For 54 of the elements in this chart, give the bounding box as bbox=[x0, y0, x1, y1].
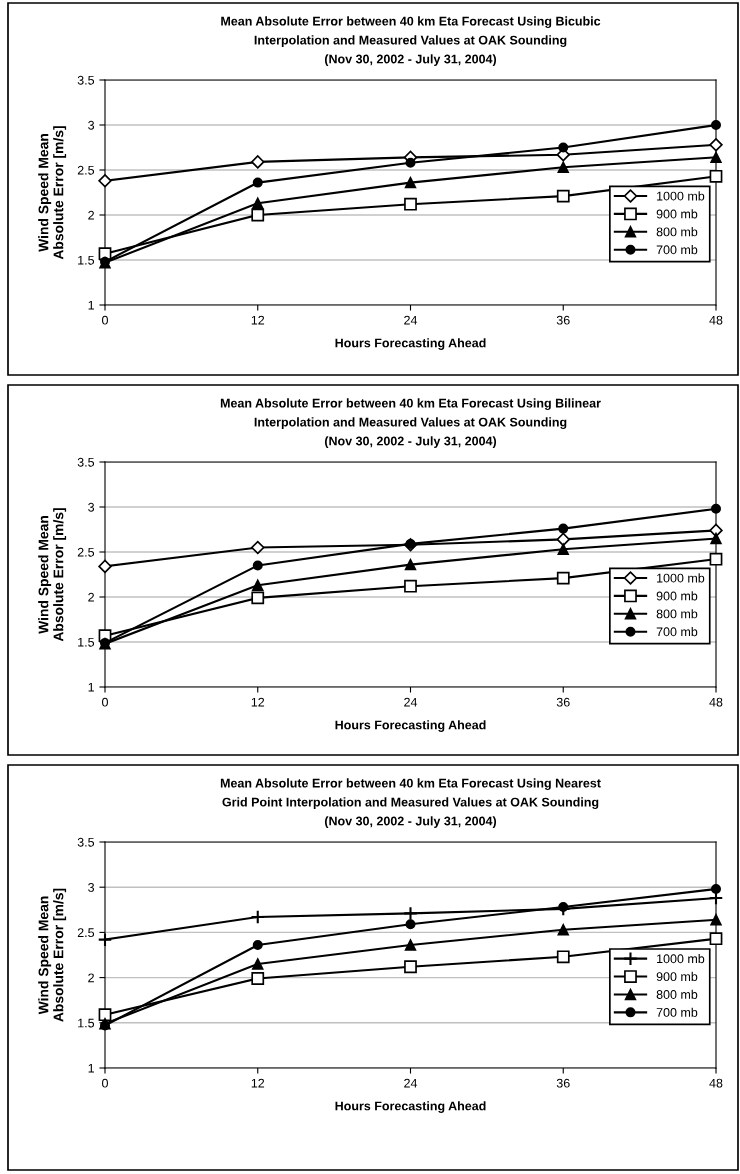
y-tick-label: 2.5 bbox=[77, 928, 95, 938]
x-tick-label: 12 bbox=[251, 315, 265, 325]
legend-label: 1000 mb bbox=[657, 573, 705, 583]
x-axis-title: Hours Forecasting Ahead bbox=[335, 720, 486, 732]
legend-label: 700 mb bbox=[656, 245, 698, 255]
y-tick-label: 2 bbox=[88, 973, 94, 983]
legend-label: 900 mb bbox=[656, 971, 698, 982]
legend-label: 800 mb bbox=[656, 227, 698, 237]
x-axis-title: Hours Forecasting Ahead bbox=[335, 1101, 486, 1113]
x-tick-label: 24 bbox=[404, 315, 418, 325]
y-tick-label: 3 bbox=[88, 502, 95, 512]
x-tick-label: 0 bbox=[102, 315, 108, 325]
x-tick-label: 12 bbox=[251, 1078, 265, 1088]
y-tick-label: 3.5 bbox=[77, 457, 95, 467]
x-tick-label: 48 bbox=[709, 1078, 723, 1088]
y-tick-label: 1 bbox=[88, 300, 94, 310]
y-tick-label: 1 bbox=[88, 682, 94, 692]
legend-label: 900 mb bbox=[656, 591, 698, 601]
legend-label: 700 mb bbox=[656, 627, 698, 637]
chart-title: Mean Absolute Error between 40 km Eta Forecast Using Nearest Grid Point Interpolation and Measured Values at OAK Sounding (Nov 30, 2002 - July 31, 2004) bbox=[220, 778, 601, 828]
legend-label: 900 mb bbox=[656, 209, 698, 219]
chart-title: Mean Absolute Error between 40 km Eta Forecast Using Bicubic Interpolation and Measured Values at OAK Sounding (Nov 30, 2002 - July 31, 2004) bbox=[221, 16, 601, 66]
x-tick-label: 12 bbox=[251, 697, 265, 707]
x-tick-label: 48 bbox=[709, 315, 723, 325]
y-tick-label: 3.5 bbox=[77, 837, 95, 847]
x-tick-label: 36 bbox=[556, 697, 570, 707]
y-tick-label: 1.5 bbox=[78, 1018, 95, 1028]
chart-title: Mean Absolute Error between 40 km Eta Forecast Using Bilinear Interpolation and Measured Values at OAK Sounding (Nov 30, 2002 - July 31, 2004) bbox=[220, 398, 601, 448]
x-tick-label: 36 bbox=[556, 315, 570, 325]
y-axis-title: Wind Speed Mean Absolute Error [m/s] bbox=[38, 888, 67, 1022]
legend-label: 1000 mb bbox=[657, 953, 705, 964]
x-tick-label: 36 bbox=[556, 1078, 570, 1088]
y-tick-label: 2.5 bbox=[77, 547, 95, 557]
legend-label: 800 mb bbox=[656, 609, 698, 619]
y-axis-title: Wind Speed Mean Absolute Error [m/s] bbox=[38, 508, 67, 642]
x-tick-label: 0 bbox=[102, 1078, 108, 1088]
y-tick-label: 2 bbox=[88, 210, 94, 220]
x-tick-label: 24 bbox=[404, 1078, 418, 1088]
y-tick-label: 3 bbox=[88, 120, 95, 130]
legend-label: 1000 mb bbox=[657, 191, 705, 201]
y-axis-title: Wind Speed Mean Absolute Error [m/s] bbox=[38, 126, 67, 260]
y-tick-label: 1 bbox=[88, 1063, 94, 1073]
x-tick-label: 0 bbox=[102, 697, 108, 707]
y-tick-label: 2 bbox=[88, 592, 94, 602]
y-tick-label: 1.5 bbox=[78, 637, 95, 647]
y-tick-label: 2.5 bbox=[77, 165, 95, 175]
y-tick-label: 3.5 bbox=[77, 75, 95, 85]
x-axis-title: Hours Forecasting Ahead bbox=[335, 338, 486, 350]
y-tick-label: 3 bbox=[88, 883, 95, 892]
x-tick-label: 48 bbox=[709, 697, 723, 707]
legend-label: 700 mb bbox=[656, 1007, 698, 1017]
y-tick-label: 1.5 bbox=[78, 255, 95, 265]
legend-label: 800 mb bbox=[656, 989, 698, 999]
x-tick-label: 24 bbox=[404, 697, 418, 707]
